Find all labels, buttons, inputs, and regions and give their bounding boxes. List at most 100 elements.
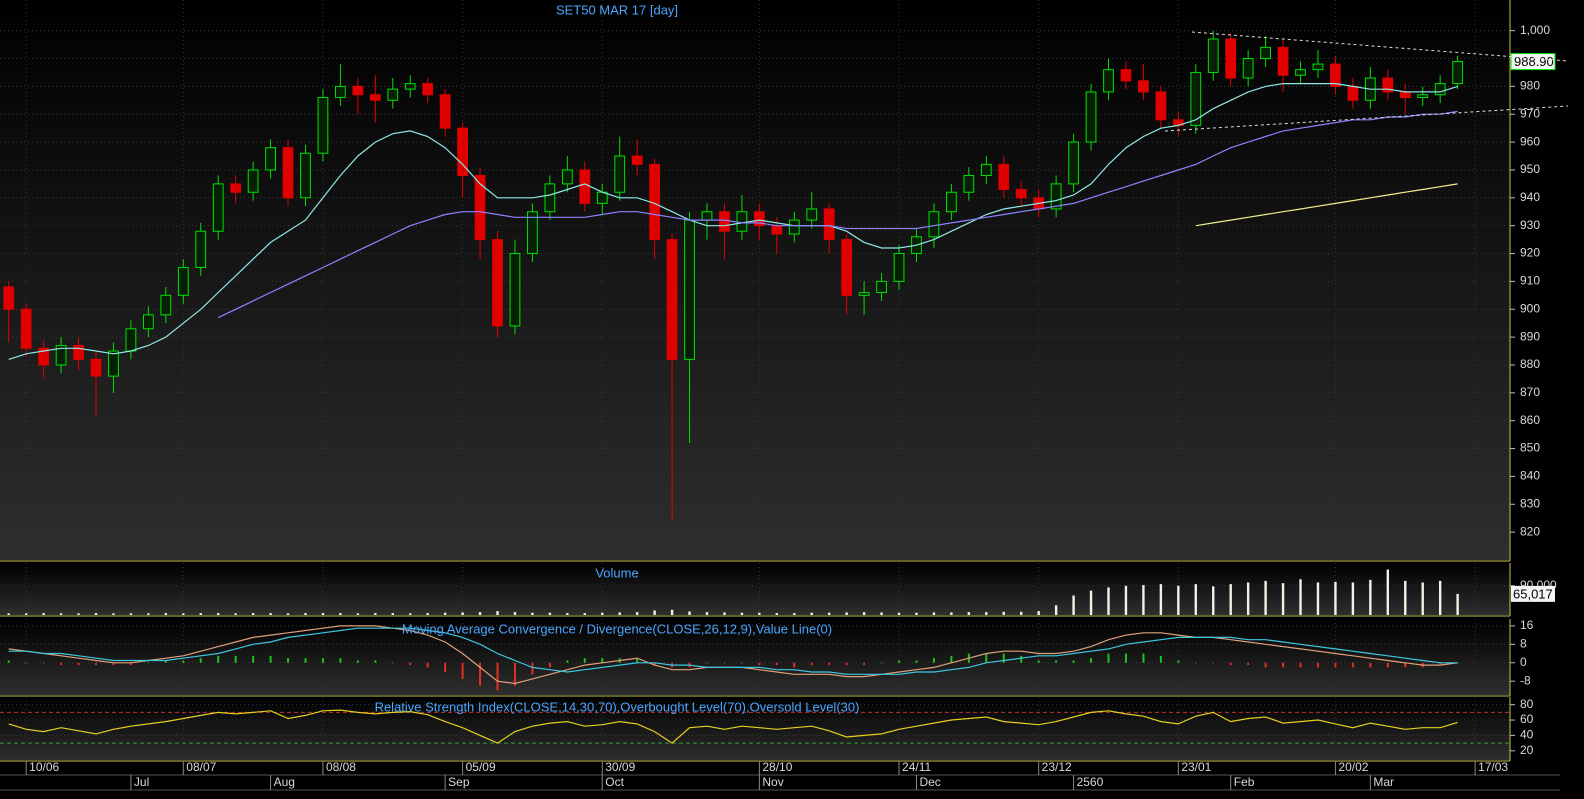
histogram-bar [705, 662, 708, 664]
volume-bar [1072, 595, 1075, 615]
volume-bar [740, 612, 744, 615]
volume-bar [548, 612, 552, 615]
y-tick-label: 40 [1520, 728, 1534, 742]
x-tick-label: 10/06 [29, 760, 59, 774]
histogram-bar [25, 662, 28, 664]
x-tick-label: 28/10 [762, 760, 792, 774]
volume-bar [182, 613, 185, 615]
volume-bar [1212, 586, 1215, 615]
histogram-bar [1404, 662, 1407, 668]
histogram-bar [252, 655, 255, 663]
volume-bar [583, 613, 586, 615]
candle-body [1225, 38, 1237, 79]
volume-bar [513, 612, 517, 615]
y-tick-label: 920 [1520, 246, 1540, 260]
volume-bar [461, 612, 464, 615]
volume-bar [618, 612, 621, 615]
histogram-bar [1037, 660, 1040, 663]
volume-bar [1020, 611, 1023, 615]
volume-bar [862, 612, 866, 615]
candle-body [177, 266, 189, 296]
candle-body [1399, 91, 1411, 99]
volume-bar [1316, 582, 1320, 615]
candle-body [73, 344, 84, 360]
candle-body [1295, 69, 1306, 76]
histogram-bar [985, 653, 988, 663]
histogram-bar [636, 658, 639, 663]
volume-bar [688, 611, 691, 615]
y-tick-label: 940 [1520, 190, 1540, 204]
volume-bar [112, 613, 115, 615]
candle-body [527, 211, 538, 255]
volume-bar [251, 613, 255, 615]
histogram-bar [1124, 653, 1127, 663]
histogram-bar [1439, 662, 1442, 666]
histogram-bar [828, 662, 831, 666]
x-tick-secondary-label: Sep [448, 775, 470, 789]
candle-body [1277, 46, 1289, 76]
y-tick-label: 850 [1520, 441, 1540, 455]
volume-bar [1386, 569, 1390, 615]
y-tick-label: 830 [1520, 496, 1540, 510]
candle-body [457, 127, 468, 177]
histogram-bar [1212, 662, 1215, 664]
histogram-bar [1002, 653, 1005, 663]
x-tick-secondary-label: Jul [134, 775, 149, 789]
candle-body [1015, 188, 1027, 199]
y-tick-label: 860 [1520, 413, 1540, 427]
x-tick-label: 23/12 [1042, 760, 1072, 774]
candle-body [212, 183, 224, 232]
candle-body [963, 175, 975, 193]
candle-body [1085, 91, 1097, 143]
y-tick-label: 900 [1520, 301, 1540, 315]
series-line [217, 110, 1458, 319]
volume-bar [147, 613, 150, 615]
volume-bar [985, 612, 988, 615]
histogram-bar [1142, 653, 1145, 663]
y-tick-label: 840 [1520, 469, 1540, 483]
y-tick-label: 880 [1520, 357, 1540, 371]
series-line [8, 709, 1458, 744]
y-tick-label: 970 [1520, 106, 1540, 120]
candle-body [823, 208, 835, 241]
histogram-bar [461, 662, 464, 679]
candle-body [230, 183, 242, 193]
histogram-bar [409, 662, 412, 666]
volume-bar [391, 613, 394, 615]
y-tick-label: 16 [1520, 618, 1534, 632]
panel-background [0, 0, 1510, 560]
volume-bar [793, 613, 796, 615]
x-tick-label: 08/07 [186, 760, 216, 774]
volume-bar [880, 612, 883, 615]
volume-bar [164, 613, 168, 615]
histogram-bar [182, 660, 185, 663]
volume-bar [356, 613, 360, 615]
volume-bar [59, 613, 63, 615]
histogram-bar [7, 660, 10, 663]
volume-bar [758, 612, 761, 615]
y-tick-label: -8 [1520, 673, 1531, 687]
volume-bar [409, 613, 412, 615]
panels: 8208308408508608708808909009109209309409… [0, 0, 1560, 791]
histogram-bar [1282, 662, 1285, 668]
y-tick-label: 820 [1520, 524, 1540, 538]
x-tick-label: 05/09 [466, 760, 496, 774]
volume-bar [1334, 581, 1337, 615]
candle-body [701, 211, 713, 221]
histogram-bar [391, 662, 394, 664]
y-tick-label: 1,000 [1520, 23, 1550, 37]
histogram-bar [775, 662, 778, 666]
panel-title: SET50 MAR 17 [day] [556, 2, 678, 17]
x-tick-label: 30/09 [605, 760, 635, 774]
histogram-bar [1299, 662, 1302, 668]
y-tick-label: 890 [1520, 329, 1540, 343]
volume-bar [531, 612, 534, 615]
candle-body [1382, 77, 1394, 93]
y-tick-label: 950 [1520, 162, 1540, 176]
candle-body [666, 239, 678, 360]
y-tick-label: 80 [1520, 697, 1534, 711]
candle-body [1207, 38, 1219, 73]
x-tick-label: 17/03 [1478, 760, 1508, 774]
volume-bar [810, 612, 813, 615]
candle-body [544, 183, 556, 213]
